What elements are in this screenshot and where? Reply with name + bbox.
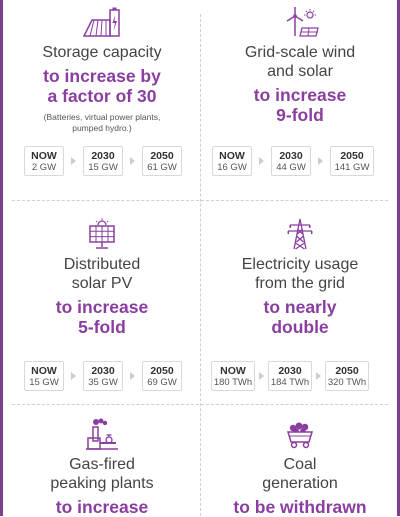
card-highlight: to increase 9-fold: [253, 85, 347, 125]
card-highlight: to nearly double: [263, 297, 337, 337]
arrow-right-icon: [71, 157, 76, 165]
timeline-now-box: NOW 15 GW: [24, 361, 64, 391]
timeline-2050-box: 2050 141 GW: [330, 146, 374, 176]
card-highlight: to increase: [55, 497, 149, 517]
card-title: Distributed solar PV: [63, 256, 141, 292]
card-highlight: to increase by a factor of 30: [43, 66, 161, 106]
card-title: Storage capacity: [42, 44, 162, 61]
right-frame-border: [397, 0, 400, 516]
arrow-right-icon: [259, 157, 264, 165]
card-coal-generation: Coal generation to be withdrawn: [202, 418, 398, 517]
arrow-right-icon: [130, 372, 135, 380]
card-distributed-solar: Distributed solar PV to increase 5-fold: [4, 218, 200, 337]
coal-cart-icon: [286, 422, 314, 449]
horizontal-divider: [12, 200, 388, 201]
card-note: (Batteries, virtual power plants, pumped…: [43, 112, 161, 133]
arrow-right-icon: [259, 372, 264, 380]
timeline-electricity-usage: NOW 180 TWh 2030 184 TWh 2050 320 TWh: [211, 361, 369, 391]
solar-panel-icon: [89, 218, 115, 249]
card-title: Grid-scale wind and solar: [244, 44, 356, 80]
timeline-2030-box: 2030 184 TWh: [268, 361, 312, 391]
timeline-distributed-solar: NOW 15 GW 2030 35 GW 2050 69 GW: [24, 361, 182, 391]
timeline-now-box: NOW 2 GW: [24, 146, 64, 176]
gas-plant-icon: [86, 418, 118, 450]
battery-storage-icon: [82, 7, 120, 37]
card-highlight: to be withdrawn: [233, 497, 367, 517]
card-gas-peaking: Gas-fired peaking plants to increase: [4, 418, 200, 517]
card-title: Coal generation: [262, 456, 338, 492]
timeline-2050-box: 2050 61 GW: [142, 146, 182, 176]
timeline-now-box: NOW 180 TWh: [211, 361, 255, 391]
arrow-right-icon: [130, 157, 135, 165]
arrow-right-icon: [71, 372, 76, 380]
timeline-2050-box: 2050 69 GW: [142, 361, 182, 391]
left-frame-border: [0, 0, 3, 516]
timeline-2050-box: 2050 320 TWh: [325, 361, 369, 391]
timeline-2030-box: 2030 15 GW: [83, 146, 123, 176]
card-highlight: to increase 5-fold: [55, 297, 149, 337]
wind-solar-icon: [286, 7, 319, 37]
timeline-2030-box: 2030 35 GW: [83, 361, 123, 391]
timeline-storage: NOW 2 GW 2030 15 GW 2050 61 GW: [24, 146, 182, 176]
arrow-right-icon: [318, 157, 323, 165]
timeline-2030-box: 2030 44 GW: [271, 146, 311, 176]
horizontal-divider: [12, 404, 388, 405]
arrow-right-icon: [316, 372, 321, 380]
transmission-tower-icon: [287, 218, 313, 250]
card-storage-capacity: Storage capacity to increase by a factor…: [4, 6, 200, 134]
vertical-divider: [200, 14, 201, 516]
card-electricity-usage: Electricity usage from the grid to nearl…: [202, 218, 398, 337]
timeline-wind-solar: NOW 16 GW 2030 44 GW 2050 141 GW: [212, 146, 374, 176]
card-title: Gas-fired peaking plants: [50, 456, 154, 492]
card-title: Electricity usage from the grid: [241, 256, 359, 292]
card-wind-solar: Grid-scale wind and solar to increase 9-…: [202, 6, 398, 125]
timeline-now-box: NOW 16 GW: [212, 146, 252, 176]
